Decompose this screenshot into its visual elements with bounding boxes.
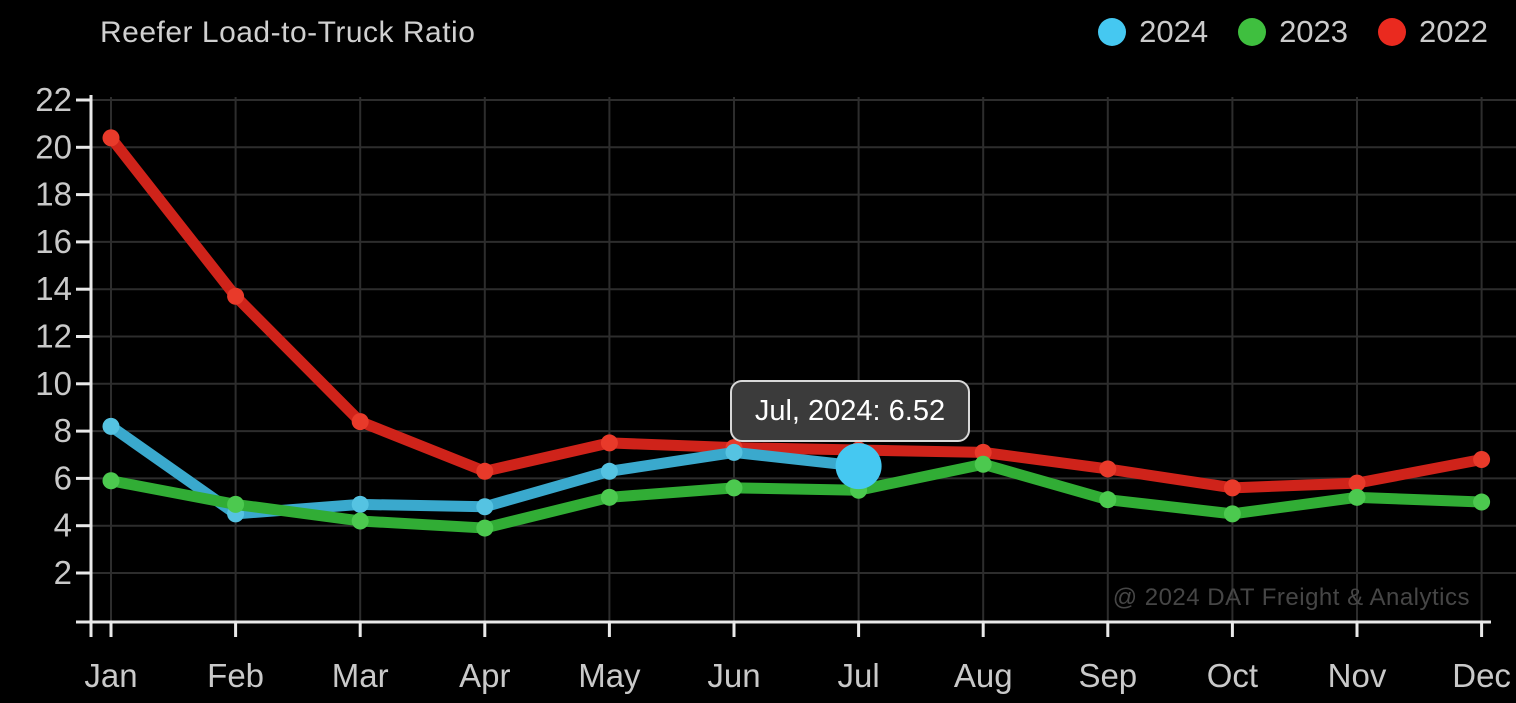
legend-item-2023[interactable]: 2023	[1238, 14, 1348, 50]
series-point-2023-Sep[interactable]	[1099, 491, 1117, 509]
x-tick-label-Dec: Dec	[1452, 657, 1511, 694]
series-line-2023	[105, 458, 1488, 534]
series-point-2022-Jan[interactable]	[102, 129, 120, 147]
series-point-2022-Sep[interactable]	[1099, 460, 1117, 478]
legend-item-2024[interactable]: 2024	[1098, 14, 1208, 50]
series-point-2023-Aug[interactable]	[974, 455, 992, 473]
x-tick-label-Jan: Jan	[84, 657, 137, 694]
legend-item-2022[interactable]: 2022	[1378, 14, 1488, 50]
series-point-2023-Apr[interactable]	[476, 519, 494, 537]
x-tick-label-Aug: Aug	[954, 657, 1013, 694]
y-tick-label-20: 20	[35, 128, 72, 165]
y-tick-label-18: 18	[35, 176, 72, 213]
x-tick-label-May: May	[578, 657, 641, 694]
series-point-2023-Nov[interactable]	[1348, 488, 1366, 506]
legend-label-2022: 2022	[1419, 14, 1488, 49]
y-tick-label-22: 22	[35, 81, 72, 118]
series-point-2023-Feb[interactable]	[227, 495, 245, 513]
x-tick-label-Nov: Nov	[1328, 657, 1387, 694]
series-point-2023-Jun[interactable]	[725, 479, 743, 497]
legend-dot-2024-icon	[1098, 18, 1127, 46]
highlighted-point-2024-Jul[interactable]	[835, 443, 882, 490]
watermark: @ 2024 DAT Freight & Analytics	[1112, 584, 1470, 611]
tooltip: Jul, 2024: 6.52	[730, 380, 970, 442]
x-tick-label-Mar: Mar	[332, 657, 389, 694]
series-point-2024-Apr[interactable]	[476, 498, 494, 516]
y-tick-label-14: 14	[35, 270, 72, 307]
series-point-2022-Aug[interactable]	[974, 443, 992, 461]
series-line-2022	[105, 132, 1488, 494]
series-point-2024-Jun[interactable]	[725, 443, 743, 461]
series-point-2022-Apr[interactable]	[476, 462, 494, 480]
y-tick-label-12: 12	[35, 318, 72, 355]
series-point-2023-Jan[interactable]	[102, 472, 120, 490]
legend-dot-2023-icon	[1238, 18, 1267, 46]
legend-label-2023: 2023	[1279, 14, 1349, 49]
y-tick-label-2: 2	[54, 554, 72, 591]
series-point-2023-Oct[interactable]	[1223, 505, 1241, 523]
legend-label-2024: 2024	[1139, 14, 1209, 49]
series-point-2023-Dec[interactable]	[1473, 493, 1491, 511]
series-point-2024-May[interactable]	[600, 462, 618, 480]
x-tick-label-Oct: Oct	[1207, 657, 1258, 694]
x-tick-label-Jun: Jun	[707, 657, 760, 694]
series-point-2022-Oct[interactable]	[1223, 479, 1241, 497]
series-point-2022-Dec[interactable]	[1473, 450, 1491, 468]
y-tick-label-8: 8	[54, 412, 72, 449]
series-point-2023-May[interactable]	[600, 488, 618, 506]
legend: 2024 2023 2022	[1098, 14, 1488, 50]
y-tick-label-6: 6	[54, 459, 72, 496]
x-tick-label-Sep: Sep	[1078, 657, 1137, 694]
series-point-2024-Jan[interactable]	[102, 417, 120, 435]
chart-title: Reefer Load-to-Truck Ratio	[100, 16, 476, 49]
series-point-2022-Feb[interactable]	[227, 287, 245, 305]
series-point-2022-Nov[interactable]	[1348, 474, 1366, 492]
x-tick-label-Feb: Feb	[207, 657, 264, 694]
x-tick-label-Apr: Apr	[459, 657, 510, 694]
x-tick-label-Jul: Jul	[838, 657, 880, 694]
series-point-2024-Mar[interactable]	[351, 495, 369, 513]
series-point-2023-Mar[interactable]	[351, 512, 369, 530]
series-point-2022-Mar[interactable]	[351, 413, 369, 431]
y-tick-label-16: 16	[35, 223, 72, 260]
legend-dot-2022-icon	[1378, 18, 1407, 46]
y-tick-label-10: 10	[35, 365, 72, 402]
series-point-2022-May[interactable]	[600, 434, 618, 452]
y-tick-label-4: 4	[54, 507, 72, 544]
